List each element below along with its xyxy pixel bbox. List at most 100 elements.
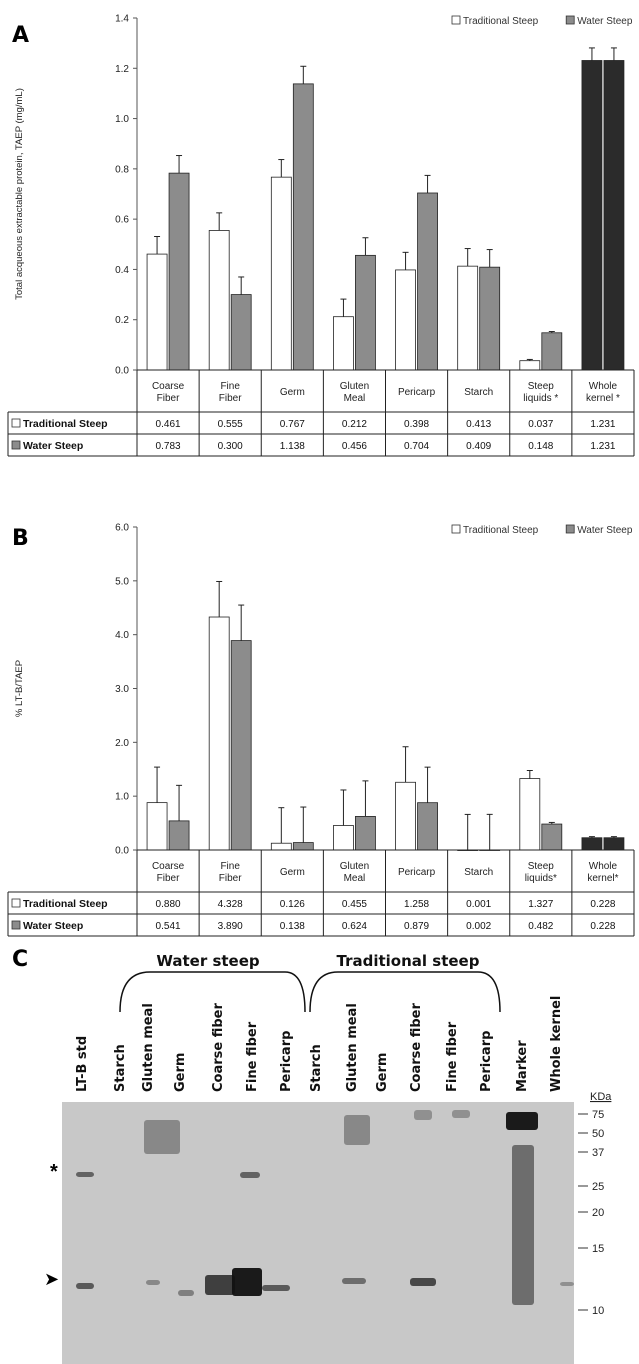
chart-a-data-label: 0.555: [218, 419, 243, 430]
chart-b-category-label: Pericarp: [398, 867, 436, 878]
chart-a-bar: [270, 176, 292, 371]
chart-b-bar: [168, 820, 190, 851]
chart-b-y-tick-label: 1.0: [115, 792, 129, 803]
chart-a-row-swatch: [11, 440, 21, 450]
lane-label: Marker: [515, 1040, 530, 1092]
chart-b-row-label: Water Steep: [23, 920, 83, 932]
chart-a-category-label: Steep liquids *: [523, 381, 558, 404]
chart-a-y-tick-label: 0.4: [115, 265, 129, 276]
chart-a-legend-swatch: [451, 15, 461, 25]
traditional-steep-bracket: [309, 971, 501, 1013]
blot-band: [344, 1115, 370, 1145]
chart-a-data-label: 1.138: [280, 441, 305, 452]
chart-a-y-tick-label: 1.2: [115, 64, 129, 75]
lane-label: Gluten meal: [345, 1003, 360, 1092]
panel-a-letter: A: [12, 23, 29, 48]
traditional-steep-group-label: Traditional steep: [337, 952, 480, 970]
chart-b-data-label: 0.001: [466, 899, 491, 910]
blot-membrane: [62, 1102, 574, 1364]
chart-a-data-label: 0.409: [466, 441, 491, 452]
chart-a-bar: [395, 269, 416, 371]
chart-b-legend: Traditional Steep Water Steep: [451, 524, 633, 536]
chart-b-bar: [581, 837, 603, 851]
chart-b-data-label: 0.228: [590, 899, 615, 910]
chart-a-y-tick-label: 0.6: [115, 215, 129, 226]
chart-a-data-label: 0.783: [156, 441, 181, 452]
chart-a-bar: [479, 266, 501, 371]
blot-band: [232, 1268, 262, 1296]
blot-band: [410, 1278, 436, 1286]
chart-b-y-tick-label: 0.0: [115, 846, 129, 857]
chart-a-bar: [230, 294, 252, 371]
chart-a-bar: [333, 316, 354, 371]
blot-band: [414, 1110, 432, 1120]
chart-a-bar: [603, 60, 625, 371]
kda-label: 37: [592, 1147, 604, 1159]
chart-b-data-label: 3.890: [218, 921, 243, 932]
chart-a-y-axis-label: Total acqueous extractable protein, TAEP…: [14, 88, 25, 300]
chart-b-legend-label: Traditional Steep: [463, 525, 539, 536]
blot-band: [146, 1280, 160, 1285]
chart-b-data-label: 1.327: [528, 899, 553, 910]
kda-label: 50: [592, 1128, 604, 1140]
chart-a-legend: Traditional Steep Water Steep: [451, 15, 633, 27]
chart-a-data-label: 0.212: [342, 419, 367, 430]
blot-band: [178, 1290, 194, 1296]
chart-b-bar: [292, 842, 314, 851]
lane-label: Coarse fiber: [409, 1003, 424, 1092]
chart-b-bar: [417, 802, 438, 851]
blot-band: [342, 1278, 366, 1284]
chart-a-data-label: 1.231: [590, 441, 615, 452]
chart-b-data-label: 0.228: [590, 921, 615, 932]
chart-a-bar: [457, 265, 479, 371]
chart-b-data-label: 0.624: [342, 921, 367, 932]
chart-a-legend-label: Traditional Steep: [463, 16, 539, 27]
blot-band: [262, 1285, 290, 1291]
chart-b-data-label: 4.328: [218, 899, 243, 910]
lane-label: Coarse fiber: [211, 1003, 226, 1092]
chart-a-row-label: Traditional Steep: [23, 418, 108, 430]
water-steep-group-label: Water steep: [156, 952, 260, 970]
blot-band: [144, 1120, 180, 1154]
chart-b-bar: [541, 823, 563, 851]
chart-a-y-tick-label: 0.2: [115, 315, 129, 326]
chart-a-y-tick-label: 0.0: [115, 366, 129, 377]
chart-b-y-tick-label: 6.0: [115, 523, 129, 534]
chart-b-bar: [519, 778, 541, 851]
chart-b-bar: [230, 640, 252, 851]
chart-a-legend-label: Water Steep: [577, 16, 633, 27]
lane-label: Pericarp: [479, 1031, 494, 1092]
chart-b-legend-swatch: [451, 524, 461, 534]
kda-label: 10: [592, 1305, 604, 1317]
chart-a-category-label: Starch: [464, 387, 493, 398]
chart-b-bar: [208, 616, 230, 851]
chart-a-y-tick-label: 0.8: [115, 164, 129, 175]
chart-b-data-label: 0.541: [156, 921, 181, 932]
chart-a-category-label: Pericarp: [398, 387, 436, 398]
blot-band: [560, 1282, 574, 1286]
chart-a-bar: [541, 332, 563, 371]
chart-b-category-label: Gluten Meal: [340, 861, 369, 884]
lane-label: Starch: [113, 1044, 128, 1092]
chart-b-y-tick-label: 4.0: [115, 630, 129, 641]
chart-b-data-label: 0.879: [404, 921, 429, 932]
chart-b-data-label: 0.002: [466, 921, 491, 932]
chart-b-legend-swatch: [565, 524, 575, 534]
blot-band: [512, 1145, 534, 1305]
blot-band: [205, 1275, 235, 1295]
chart-b-category-label: Whole kernel*: [587, 861, 618, 884]
western-blot: Water steep Traditional steep LT-B std St…: [44, 952, 612, 1364]
chart-a-category-label: Germ: [280, 387, 305, 398]
chart-b-y-tick-label: 2.0: [115, 738, 129, 749]
chart-b-y-tick-label: 3.0: [115, 684, 129, 695]
chart-b-bar: [603, 837, 625, 851]
blot-band: [240, 1172, 260, 1178]
chart-b-category-label: Starch: [464, 867, 493, 878]
chart-a-data-label: 0.148: [528, 441, 553, 452]
kda-marks: 75 50 37 25 20 15 10: [578, 1109, 604, 1317]
chart-b-bar: [333, 825, 354, 851]
chart-a-y-tick-label: 1.0: [115, 114, 129, 125]
chart-a-data-label: 0.413: [466, 419, 491, 430]
chart-a-category-label: Fine Fiber: [219, 381, 242, 404]
chart-b: 0.0 1.0 2.0 3.0 4.0 5.0 6.0 % LT-B/TAEP Traditio…: [7, 523, 635, 937]
